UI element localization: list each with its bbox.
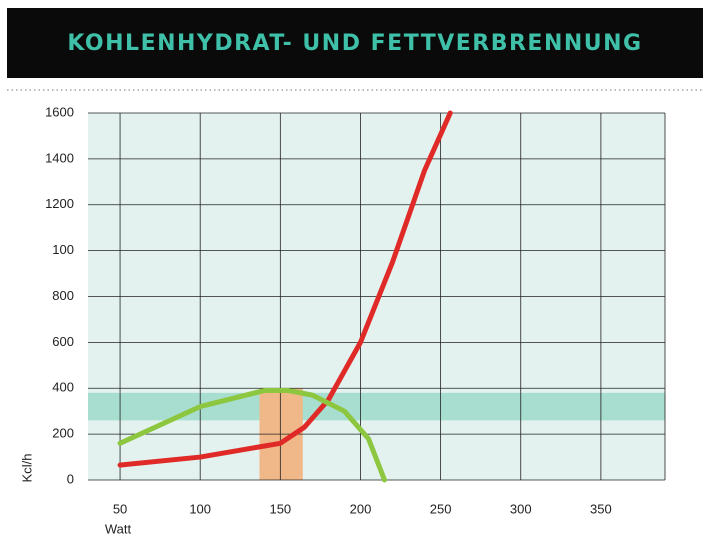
y-tick-label: 400	[52, 380, 74, 395]
x-tick-label: 300	[510, 501, 532, 516]
x-tick-label: 100	[189, 501, 211, 516]
y-tick-label: 600	[52, 334, 74, 349]
y-tick-label: 1600	[45, 104, 74, 119]
x-tick-label: 350	[590, 501, 612, 516]
y-axis-label: Kcl/h	[19, 454, 34, 483]
x-tick-label: 150	[269, 501, 291, 516]
y-tick-label: 1400	[45, 150, 74, 165]
x-tick-label: 50	[113, 501, 127, 516]
y-tick-label: 0	[67, 471, 74, 486]
x-tick-label: 200	[350, 501, 372, 516]
x-axis-label: Watt	[105, 521, 132, 536]
x-tick-label: 250	[430, 501, 452, 516]
data-line	[117, 388, 388, 483]
chart-title: KOHLENHYDRAT- UND FETTVERBRENNUNG	[67, 31, 642, 56]
y-tick-label: 1200	[45, 196, 74, 211]
data-line	[117, 110, 453, 468]
y-tick-label: 100	[52, 242, 74, 257]
y-tick-label: 200	[52, 426, 74, 441]
y-tick-label: 800	[52, 288, 74, 303]
title-bar	[7, 8, 703, 78]
